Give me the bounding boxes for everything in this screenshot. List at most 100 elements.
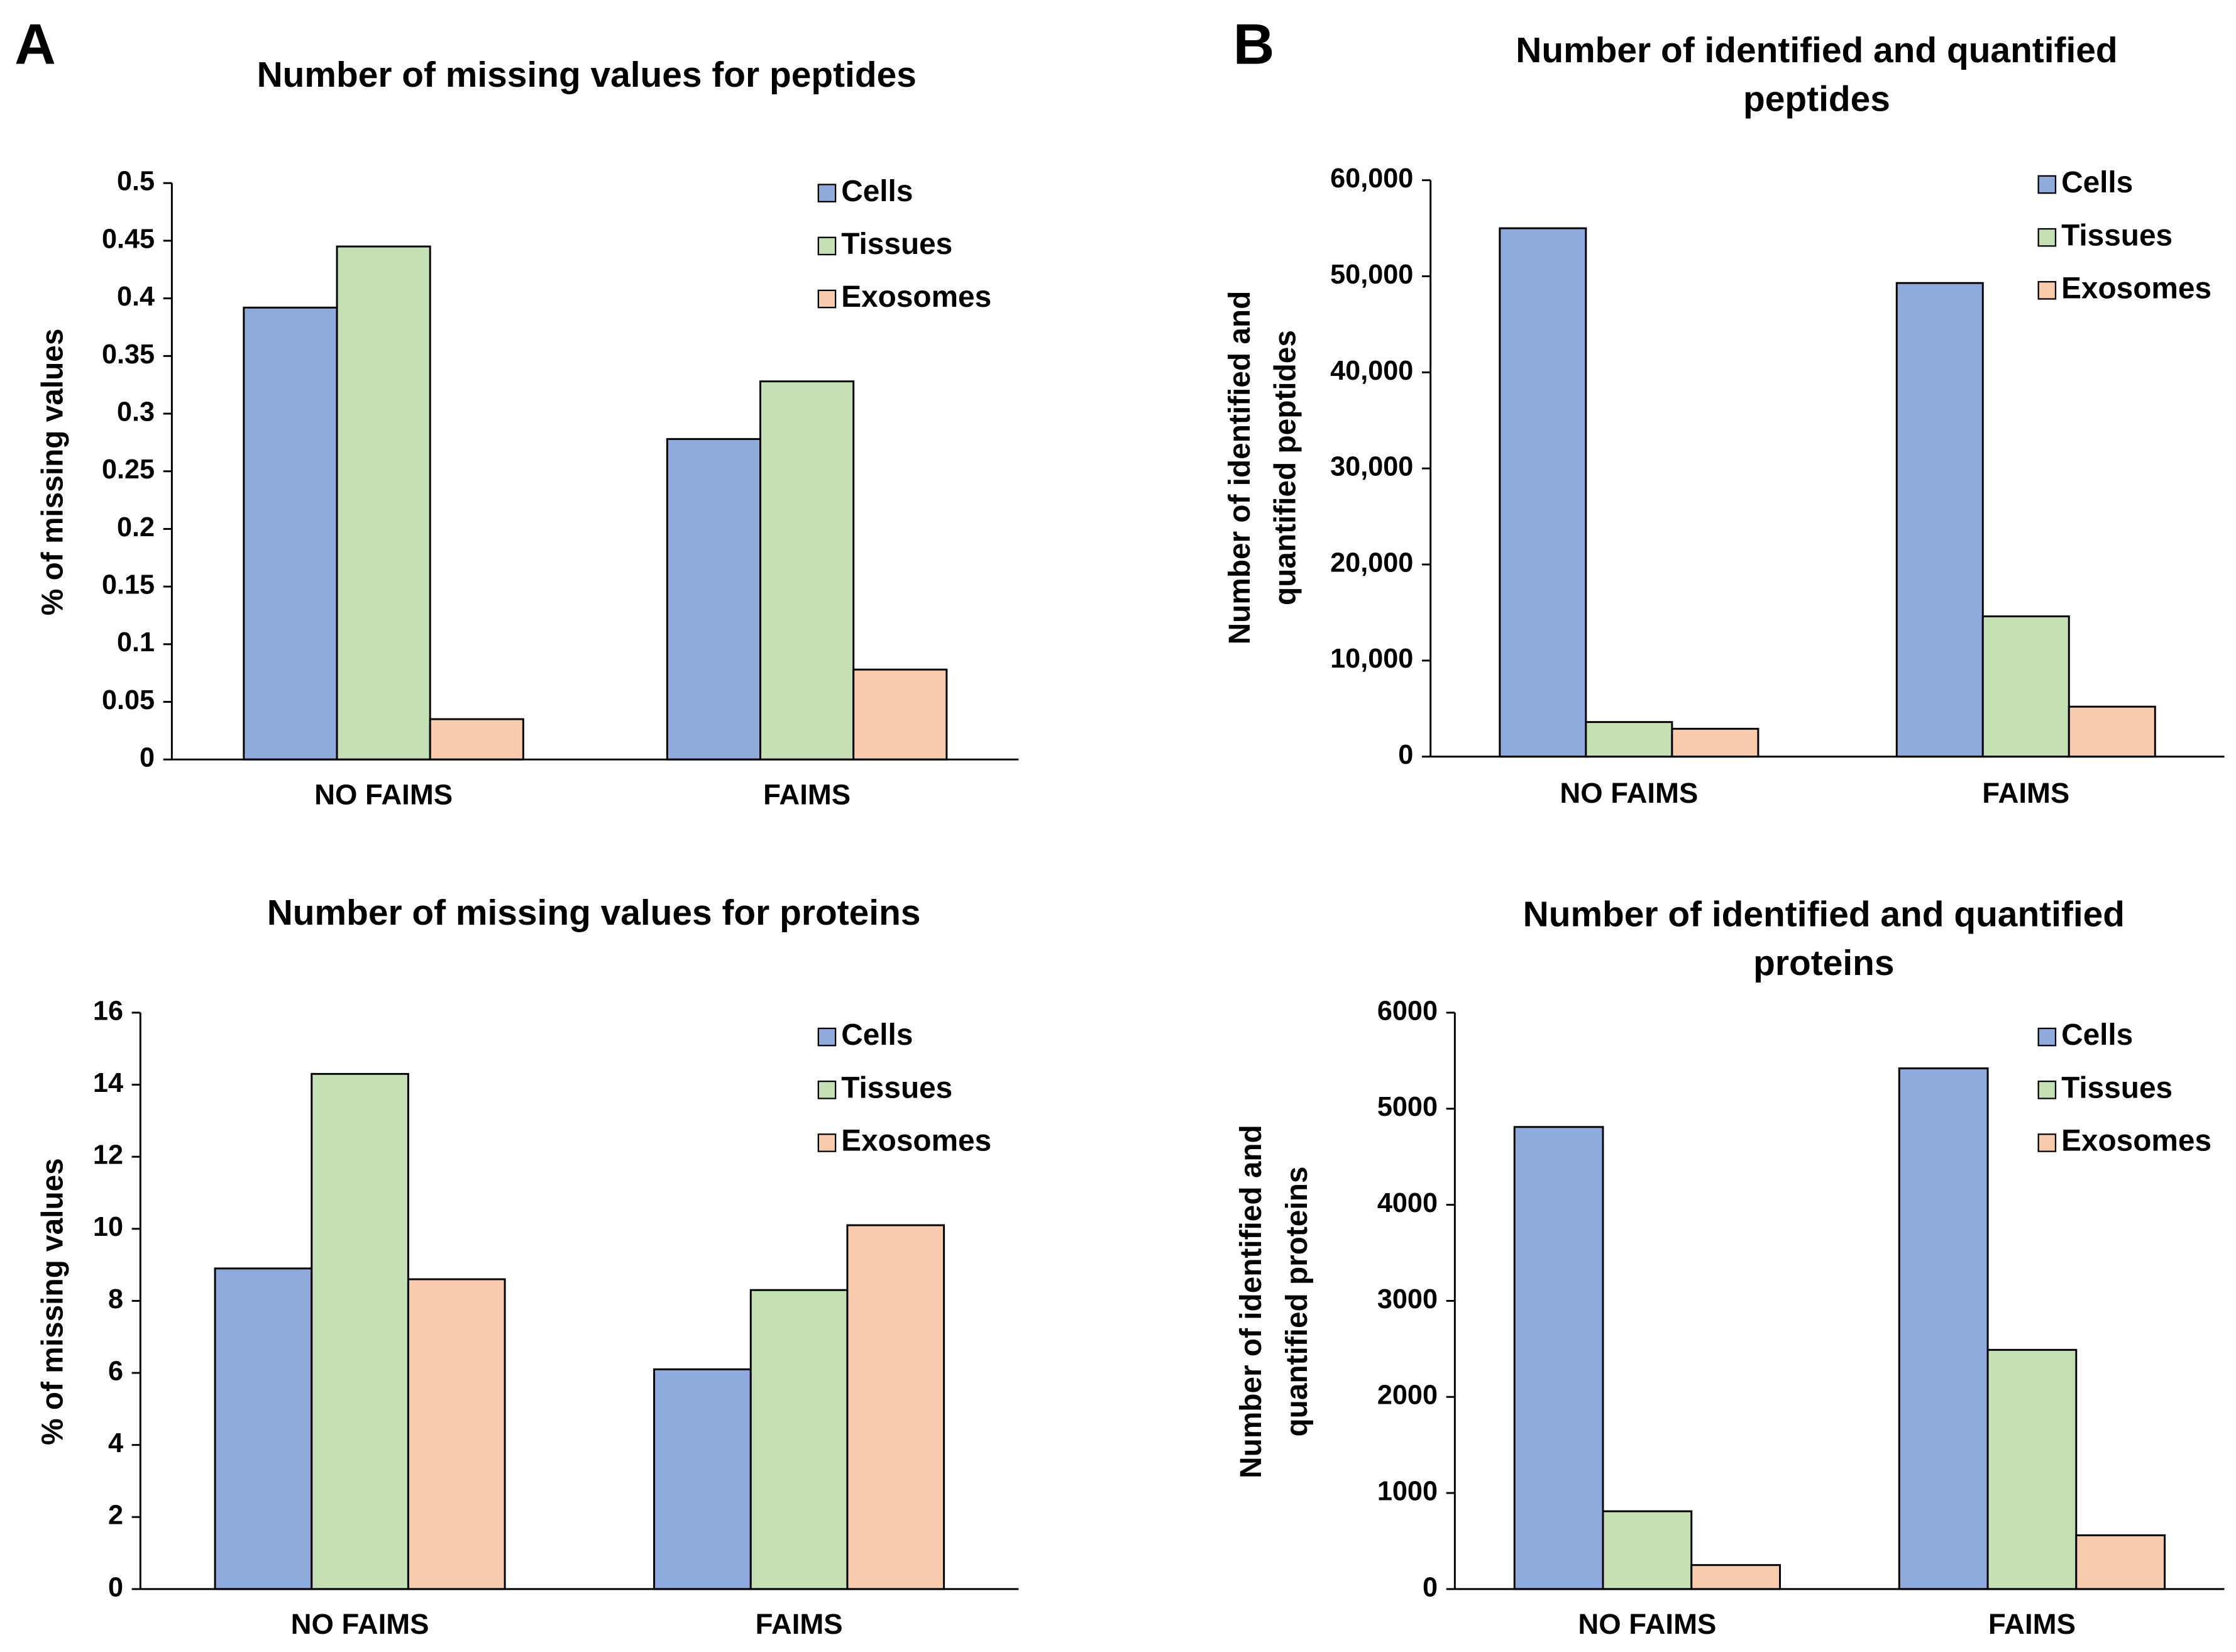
y-tick-label: 60,000 [1330, 163, 1413, 194]
bar [1986, 1348, 2078, 1590]
y-tick-label: 2000 [1377, 1380, 1438, 1411]
y-tick-label: 0.35 [102, 339, 155, 370]
legend-swatch [817, 184, 837, 202]
chart-title: Number of identified and quantified [1523, 895, 2125, 935]
y-tick-label: 0.4 [117, 282, 155, 312]
bar [759, 380, 855, 761]
bar [311, 1072, 409, 1590]
bar [1671, 727, 1760, 758]
legend-label: Tissues [2061, 219, 2173, 252]
legend-label: Exosomes [2061, 272, 2211, 306]
y-tick-label: 4000 [1377, 1188, 1438, 1218]
bar [749, 1289, 849, 1590]
legend-swatch [2037, 281, 2057, 300]
bar [429, 718, 524, 761]
y-tick-label: 0.45 [102, 224, 155, 254]
panel-label: B [1233, 13, 1275, 76]
legend-swatch [2037, 1133, 2057, 1152]
legend-label: Cells [841, 175, 913, 208]
bar [1895, 282, 1984, 758]
y-tick-label: 0 [108, 1572, 123, 1602]
y-tick-label: 2 [108, 1501, 123, 1531]
x-tick-label: NO FAIMS [1560, 777, 1698, 809]
chart-title: peptides [1743, 80, 1890, 119]
y-tick-label: 5000 [1377, 1092, 1438, 1122]
y-tick-label: 0.3 [117, 397, 155, 427]
legend-label: Cells [2061, 1018, 2133, 1052]
legend-swatch [2037, 1081, 2057, 1099]
legend-label: Exosomes [841, 280, 991, 314]
chart-title: Number of missing values for proteins [267, 893, 921, 933]
legend-swatch [817, 1027, 837, 1047]
legend-label: Cells [841, 1018, 913, 1052]
legend-swatch [817, 289, 837, 309]
y-axis-label: quantified proteins [1280, 1167, 1314, 1437]
bar [1602, 1510, 1693, 1590]
bar [336, 245, 431, 761]
y-tick-label: 6000 [1377, 996, 1438, 1026]
y-tick-label: 0.15 [102, 570, 155, 600]
y-tick-label: 4 [108, 1428, 123, 1458]
legend-swatch [817, 236, 837, 256]
y-axis-label: % of missing values [36, 1158, 69, 1445]
bar [653, 1368, 752, 1590]
legend-swatch [2037, 1027, 2057, 1047]
panel-label: A [14, 13, 56, 76]
bar [1585, 721, 1673, 758]
chart-title: Number of identified and quantified [1516, 31, 2117, 70]
x-tick-label: FAIMS [1982, 777, 2069, 809]
y-tick-label: 0.5 [117, 167, 155, 197]
y-axis-label: Number of identified and [1235, 1125, 1268, 1479]
y-tick-label: 8 [108, 1284, 123, 1314]
bar [243, 306, 338, 761]
bar [1690, 1564, 1782, 1590]
y-tick-label: 0 [140, 743, 155, 773]
y-axis-label: quantified peptides [1269, 330, 1302, 605]
y-tick-label: 1000 [1377, 1476, 1438, 1506]
y-tick-label: 0.1 [117, 627, 155, 658]
bar [2075, 1534, 2166, 1590]
y-tick-label: 50,000 [1330, 260, 1413, 290]
legend-swatch [2037, 228, 2057, 247]
chart-title: proteins [1753, 944, 1894, 983]
y-tick-label: 6 [108, 1356, 123, 1386]
x-tick-label: FAIMS [756, 1608, 843, 1640]
legend-swatch [2037, 175, 2057, 194]
y-tick-label: 0 [1398, 740, 1413, 770]
bar [407, 1278, 506, 1590]
legend-swatch [817, 1133, 837, 1152]
y-tick-label: 14 [93, 1068, 123, 1098]
bar [2068, 705, 2156, 758]
bar [846, 1224, 945, 1590]
y-axis-label: Number of identified and [1223, 291, 1257, 645]
legend-label: Tissues [841, 228, 952, 261]
y-tick-label: 20,000 [1330, 548, 1413, 578]
y-tick-label: 0.25 [102, 454, 155, 485]
y-tick-label: 10 [93, 1212, 123, 1242]
legend-label: Tissues [2061, 1071, 2173, 1104]
y-tick-label: 3000 [1377, 1284, 1438, 1314]
x-tick-label: NO FAIMS [1578, 1608, 1716, 1640]
bar [1513, 1126, 1604, 1590]
bar [214, 1267, 313, 1590]
y-tick-label: 16 [93, 996, 123, 1026]
x-tick-label: NO FAIMS [314, 778, 453, 810]
y-tick-label: 0 [1423, 1572, 1438, 1602]
legend-label: Exosomes [2061, 1125, 2211, 1158]
legend-label: Cells [2061, 166, 2133, 199]
bar [1898, 1067, 1989, 1590]
bar [1499, 227, 1587, 758]
bar [666, 438, 762, 761]
bar [852, 668, 948, 761]
legend-label: Exosomes [841, 1125, 991, 1158]
bar [1981, 615, 2070, 758]
x-tick-label: FAIMS [1988, 1608, 2076, 1640]
y-tick-label: 40,000 [1330, 356, 1413, 386]
y-axis-label: % of missing values [36, 329, 69, 616]
x-tick-label: NO FAIMS [291, 1608, 429, 1640]
y-tick-label: 12 [93, 1140, 123, 1170]
chart-title: Number of missing values for peptides [257, 55, 917, 95]
y-tick-label: 30,000 [1330, 452, 1413, 482]
